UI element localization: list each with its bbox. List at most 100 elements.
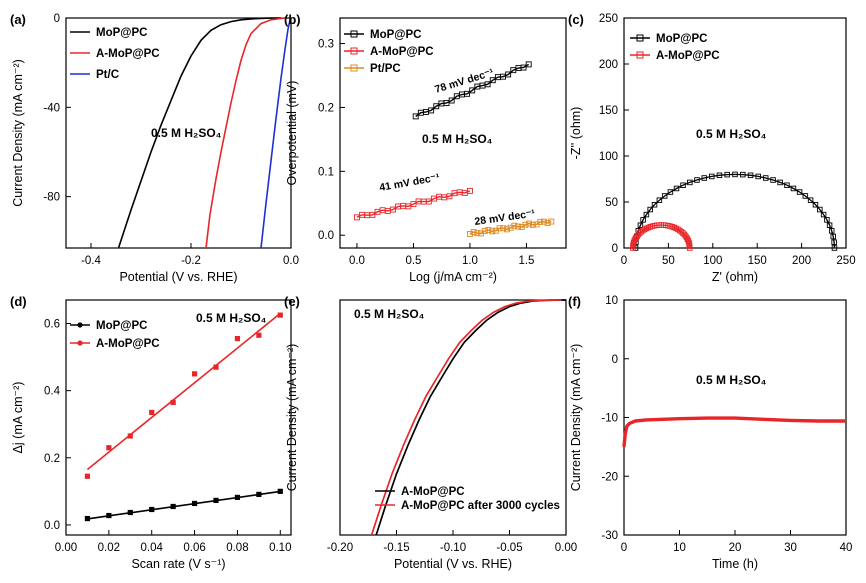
data-point: [170, 503, 176, 510]
legend-entry: A-MoP@PC: [370, 46, 434, 58]
annotation: 0.5 M H₂SO₄: [696, 373, 767, 387]
x-tick-label: 0.0: [283, 255, 299, 267]
series-line: [356, 190, 471, 218]
data-point: [784, 182, 790, 188]
x-axis-label: Scan rate (V s⁻¹): [131, 557, 225, 571]
data-point: [170, 399, 176, 405]
data-point: [412, 113, 419, 120]
data-point: [790, 185, 797, 192]
y-tick-label: 100: [599, 151, 618, 163]
y-tick-label: 0: [612, 243, 618, 255]
legend-marker: [636, 51, 644, 59]
legend-entry: A-MoP@PC: [656, 50, 720, 62]
x-tick-label: -0.15: [383, 542, 409, 554]
y-tick-label: 0.0: [44, 520, 60, 532]
plot-frame: [339, 17, 567, 249]
annotation: 0.5 M H₂SO₄: [196, 311, 267, 325]
x-tick-label: 20: [729, 542, 742, 554]
data-point: [544, 219, 551, 226]
x-tick-label: 0: [621, 542, 627, 554]
data-point: [191, 371, 198, 377]
y-tick-label: -40: [43, 102, 60, 114]
data-point: [661, 193, 668, 199]
annotation: 0.5 M H₂SO₄: [696, 127, 767, 141]
x-tick-label: 0.00: [55, 542, 77, 554]
panel-a: (a) -0.4 -0.2 0.0 0 -40 -80 Potential (V vs. RH…: [10, 12, 299, 284]
data-point: [828, 228, 835, 234]
y-tick-label: 250: [599, 13, 618, 25]
y-tick-label: -20: [601, 471, 618, 483]
data-point: [755, 173, 761, 180]
data-point: [256, 332, 262, 338]
data-point: [796, 189, 803, 195]
data-point: [548, 218, 555, 225]
panel-label: (c): [568, 12, 584, 27]
panel-label: (a): [10, 12, 26, 27]
data-point: [740, 171, 746, 178]
data-point: [474, 230, 481, 237]
fit-line: [86, 312, 281, 471]
data-point: [503, 226, 510, 233]
data-point: [234, 336, 241, 342]
data-point: [127, 509, 133, 516]
data-point: [446, 193, 453, 200]
data-point: [770, 177, 776, 183]
y-tick-label: 0.3: [318, 39, 334, 51]
data-point: [673, 185, 680, 192]
y-tick-label: -80: [43, 192, 60, 204]
x-tick-label: 1.5: [518, 255, 534, 267]
data-point: [507, 224, 514, 231]
data-point: [686, 245, 693, 251]
data-point: [489, 228, 496, 235]
data-point: [520, 64, 527, 71]
data-point: [522, 221, 529, 228]
data-point: [631, 238, 638, 244]
x-tick-label: 200: [792, 255, 811, 267]
x-tick-label: 150: [748, 255, 767, 267]
x-tick-label: -0.10: [440, 542, 466, 554]
data-point: [127, 433, 133, 439]
data-point: [106, 512, 112, 519]
y-tick-label: 10: [605, 295, 618, 307]
data-point: [428, 107, 435, 114]
x-tick-label: 30: [784, 542, 797, 554]
y-tick-label: -30: [601, 530, 618, 542]
series-line: [622, 416, 846, 448]
data-point: [234, 494, 241, 500]
panel-label: (f): [568, 294, 581, 309]
data-point: [724, 171, 730, 178]
data-point: [687, 179, 693, 186]
data-point: [643, 211, 650, 218]
y-axis-label: Current Density (mA cm⁻²): [569, 344, 583, 492]
data-point: [489, 77, 496, 84]
y-tick-label: 0.0: [318, 230, 334, 242]
x-axis-label: Log (j/mA cm⁻²): [409, 270, 497, 284]
data-point: [651, 201, 658, 208]
x-tick-label: 0.00: [555, 542, 577, 554]
x-tick-label: -0.4: [81, 255, 101, 267]
data-point: [817, 206, 823, 213]
y-axis-label: Overpotential (mV): [285, 81, 299, 186]
data-point: [469, 87, 476, 94]
series-line: [634, 173, 836, 249]
data-point: [647, 206, 653, 213]
data-point: [496, 225, 503, 232]
series-line: [117, 17, 282, 249]
data-point: [529, 221, 536, 228]
legend-entry: A-MoP@PC: [96, 338, 160, 350]
legend-marker: [350, 30, 358, 38]
x-tick-label: -0.2: [181, 255, 201, 267]
data-point: [484, 81, 491, 88]
x-tick-label: 100: [703, 255, 722, 267]
data-point: [526, 220, 533, 227]
data-point: [684, 236, 691, 242]
x-tick-label: 50: [662, 255, 675, 267]
y-axis-label: Current Density (mA cm⁻²): [285, 344, 299, 492]
series-line: [415, 63, 530, 117]
data-point: [667, 189, 674, 195]
data-point: [277, 488, 283, 494]
data-point: [277, 312, 283, 318]
panel-label: (b): [284, 12, 301, 27]
y-tick-label: 0: [612, 354, 618, 366]
legend-marker: [77, 340, 83, 346]
